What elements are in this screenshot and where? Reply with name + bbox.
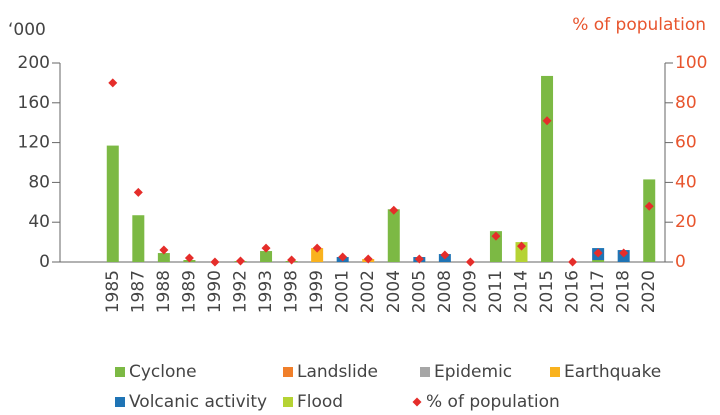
legend-marker (283, 367, 293, 377)
x-tick-label: 1988 (154, 270, 174, 313)
x-tick-label: 2009 (460, 270, 480, 313)
x-tick-label: 2018 (614, 270, 634, 313)
y-tick-label: 160 (18, 93, 50, 113)
x-tick-label: 1989 (179, 270, 199, 313)
y2-tick-label: 60 (675, 133, 697, 153)
bar (311, 248, 324, 262)
bar (643, 179, 656, 262)
legend-marker (412, 397, 422, 407)
bar (157, 253, 170, 262)
x-tick-label: 1990 (205, 270, 225, 313)
marker (440, 250, 450, 260)
x-tick-label: 1993 (256, 270, 276, 313)
x-tick-label: 2011 (486, 270, 506, 313)
x-tick-label: 2017 (588, 270, 608, 313)
y2-tick-label: 20 (675, 212, 697, 232)
legend-marker (550, 367, 560, 377)
legend-label: Volcanic activity (129, 392, 267, 412)
x-tick-label: 2001 (333, 270, 353, 313)
y2-tick-label: 0 (675, 252, 686, 272)
x-tick-label: 1998 (282, 270, 302, 313)
marker (108, 78, 118, 88)
x-tick-label: 1987 (128, 270, 148, 313)
marker (593, 248, 603, 258)
x-tick-label: 1999 (307, 270, 327, 313)
marker (644, 201, 654, 211)
marker (312, 243, 322, 253)
marker (133, 187, 143, 197)
x-tick-label: 2016 (563, 270, 583, 313)
bar (489, 231, 502, 262)
bar (132, 215, 145, 262)
x-tick-label: 1985 (103, 270, 123, 313)
y-tick-label: 120 (18, 133, 50, 153)
marker (389, 205, 399, 215)
y-tick-label: 0 (39, 252, 50, 272)
marker (236, 256, 245, 266)
marker (414, 254, 424, 264)
marker (287, 255, 297, 265)
marker (338, 252, 348, 262)
legend-label: Epidemic (434, 362, 512, 382)
x-tick-label: 2014 (512, 270, 532, 313)
marker (184, 253, 194, 263)
x-tick-label: 2004 (384, 270, 404, 313)
bar (387, 209, 400, 262)
y2-tick-label: 100 (675, 53, 707, 73)
bar (592, 260, 605, 262)
marker (210, 257, 220, 267)
legend-marker (115, 367, 125, 377)
y2-axis-title: % of population (572, 15, 706, 35)
y-tick-label: 80 (28, 172, 50, 192)
marker (542, 116, 552, 126)
x-tick-label: 2005 (409, 270, 429, 313)
bar (541, 75, 554, 262)
legend-label: Landslide (297, 362, 378, 382)
marker (517, 241, 526, 251)
y2-tick-label: 40 (675, 172, 697, 192)
marker (619, 248, 629, 258)
bar (106, 145, 119, 262)
x-tick-label: 2015 (537, 270, 557, 313)
legend-label: % of population (426, 392, 560, 412)
x-tick-label: 1992 (231, 270, 251, 313)
legend-marker (420, 367, 430, 377)
marker (159, 245, 169, 255)
x-tick-label: 2008 (435, 270, 455, 313)
legend-label: Flood (297, 392, 343, 412)
y-tick-label: 40 (28, 212, 50, 232)
legend-marker (283, 397, 293, 407)
y-axis-title: ‘000 (8, 20, 46, 40)
marker (363, 254, 373, 264)
bar (260, 251, 273, 262)
legend-label: Earthquake (564, 362, 661, 382)
y-tick-label: 200 (18, 53, 50, 73)
marker (465, 257, 475, 267)
x-tick-label: 2020 (639, 270, 659, 313)
legend-label: Cyclone (129, 362, 197, 382)
y2-tick-label: 80 (675, 93, 697, 113)
legend-marker (115, 397, 125, 407)
x-tick-label: 2002 (358, 270, 378, 313)
marker (261, 243, 271, 253)
marker (491, 231, 501, 241)
marker (568, 257, 578, 267)
